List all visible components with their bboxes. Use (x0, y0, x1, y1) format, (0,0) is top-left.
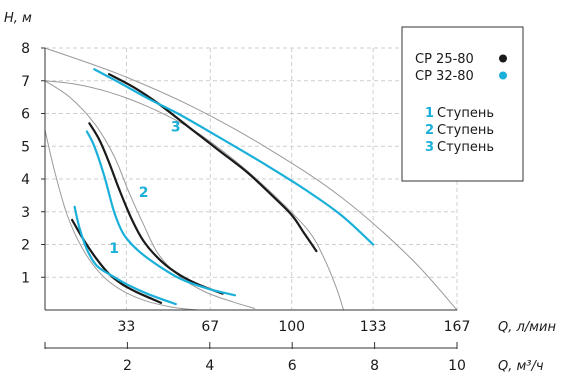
y-axis-title: H, м (4, 11, 32, 26)
series-line (44, 47, 458, 311)
x-tick-label: 167 (444, 319, 471, 335)
series-line (73, 205, 177, 306)
x-tick-label: 133 (360, 319, 387, 335)
x2-tick-label: 4 (205, 358, 214, 374)
y-tick-label: 2 (21, 238, 30, 254)
x2-tick-label: 6 (288, 358, 297, 374)
x-tick-label: 67 (201, 319, 219, 335)
series-line (44, 129, 199, 311)
series-line (108, 73, 318, 253)
curves (44, 47, 458, 311)
y-tick-label: 1 (21, 270, 30, 286)
x2-axis-title: Q, м³/ч (498, 359, 544, 374)
y-tick-label: 7 (21, 74, 30, 90)
y-tick-label: 4 (21, 172, 30, 188)
series-line (44, 80, 344, 311)
series-line (93, 68, 375, 246)
series-line (85, 130, 237, 297)
x2-tick-label: 10 (448, 358, 466, 374)
y-tick-label: 3 (21, 205, 30, 221)
legend-marker (499, 54, 507, 63)
curve-label: 1 (109, 241, 119, 257)
labels: 1 2 3 (109, 120, 180, 257)
curve-label: 2 (139, 185, 149, 201)
legend-stage-number: 3 (425, 140, 434, 155)
y-tick-label: 8 (21, 41, 30, 57)
legend-stage-label: Ступень (437, 140, 494, 155)
x-tick-label: 100 (278, 319, 305, 335)
legend-stage-number: 2 (425, 123, 434, 138)
legend-stage-number: 1 (425, 106, 434, 121)
legend-stage-label: Ступень (437, 106, 494, 121)
y-tick-label: 6 (21, 107, 30, 123)
series-line (88, 122, 224, 295)
curve-label: 3 (171, 120, 181, 136)
legend-stage-label: Ступень (437, 123, 494, 138)
series-line (44, 80, 256, 309)
legend-box (401, 26, 524, 182)
series-line (71, 218, 163, 304)
x2-tick-label: 2 (123, 358, 132, 374)
grid (45, 47, 458, 310)
legend-model-label: CP 25-80 (415, 52, 474, 67)
x-tick-label: 33 (117, 319, 135, 335)
legend-marker (499, 71, 507, 80)
x-axis-title: Q, л/мин (498, 320, 556, 335)
y-tick-label: 5 (21, 139, 30, 155)
x2-tick-label: 8 (370, 358, 379, 374)
legend-model-label: CP 32-80 (415, 69, 474, 84)
